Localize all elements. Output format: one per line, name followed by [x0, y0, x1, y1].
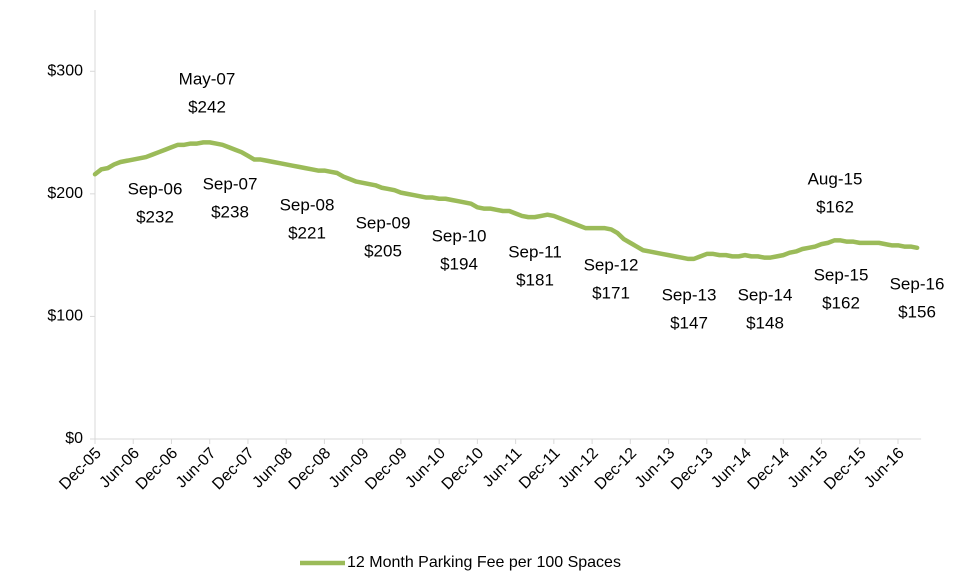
x-tick-label: Dec-10 — [439, 445, 488, 494]
annotation: Sep-13 $147 — [662, 285, 717, 332]
annotation-date: Sep-11 — [508, 242, 562, 261]
annotation-date: Sep-08 — [280, 195, 335, 214]
x-tick-label: Dec-05 — [56, 445, 105, 494]
annotation-value: $242 — [188, 97, 226, 116]
x-tick-label: Dec-12 — [592, 445, 641, 494]
annotation: Sep-10 $194 — [432, 226, 487, 273]
annotation: Sep-06 $232 — [128, 179, 183, 226]
annotation-date: Sep-14 — [738, 285, 793, 304]
annotation: Sep-15 $162 — [814, 265, 869, 312]
annotation: Sep-14 $148 — [738, 285, 793, 332]
annotation-date: Sep-09 — [356, 213, 411, 232]
x-tick-label: Dec-14 — [745, 445, 794, 494]
annotation-date: Sep-07 — [203, 174, 258, 193]
data-line — [92, 140, 920, 262]
x-tick-label: Dec-15 — [821, 445, 870, 494]
x-tick-label: Dec-08 — [286, 445, 335, 494]
annotation-date: Sep-16 — [890, 274, 945, 293]
annotation-value: $181 — [516, 270, 554, 289]
y-tick-label: $200 — [47, 185, 83, 202]
annotation-value: $171 — [592, 283, 630, 302]
y-tick-label: $300 — [47, 63, 83, 80]
annotation-date: May-07 — [179, 69, 236, 88]
annotation: Sep-08 $221 — [280, 195, 335, 242]
annotation-value: $238 — [211, 202, 249, 221]
x-tick-label: Dec-07 — [209, 445, 258, 494]
annotation-date: Sep-13 — [662, 285, 717, 304]
x-tick-label: Dec-09 — [362, 445, 411, 494]
annotation-date: Sep-10 — [432, 226, 487, 245]
annotation-date: Sep-15 — [814, 265, 869, 284]
x-tick-label: Dec-13 — [668, 445, 717, 494]
y-tick-label: $0 — [65, 430, 83, 447]
annotation: Aug-15 $162 — [808, 169, 863, 216]
annotation: Sep-16 $156 — [890, 274, 945, 321]
annotation: May-07 $242 — [179, 69, 236, 116]
annotation: Sep-07 $238 — [203, 174, 258, 221]
annotation-value: $147 — [670, 313, 708, 332]
x-tick-label: Dec-11 — [516, 445, 564, 493]
annotation-value: $221 — [288, 223, 326, 242]
annotation-date: Sep-06 — [128, 179, 183, 198]
annotation-date: Aug-15 — [808, 169, 863, 188]
annotation-value: $162 — [816, 197, 854, 216]
annotation: Sep-09 $205 — [356, 213, 411, 260]
annotation-value: $148 — [746, 313, 784, 332]
x-tick-label: Jun-16 — [861, 445, 908, 492]
annotation-value: $162 — [822, 293, 860, 312]
annotation-date: Sep-12 — [584, 255, 639, 274]
annotation: Sep-11 $181 — [508, 242, 562, 289]
legend-label: 12 Month Parking Fee per 100 Spaces — [347, 554, 621, 571]
annotation-value: $156 — [898, 302, 936, 321]
y-tick-label: $100 — [47, 308, 83, 325]
annotation-value: $232 — [136, 207, 174, 226]
annotation-value: $194 — [440, 254, 478, 273]
annotation-value: $205 — [364, 241, 402, 260]
annotation: Sep-12 $171 — [584, 255, 639, 302]
x-tick-label: Dec-06 — [133, 445, 182, 494]
